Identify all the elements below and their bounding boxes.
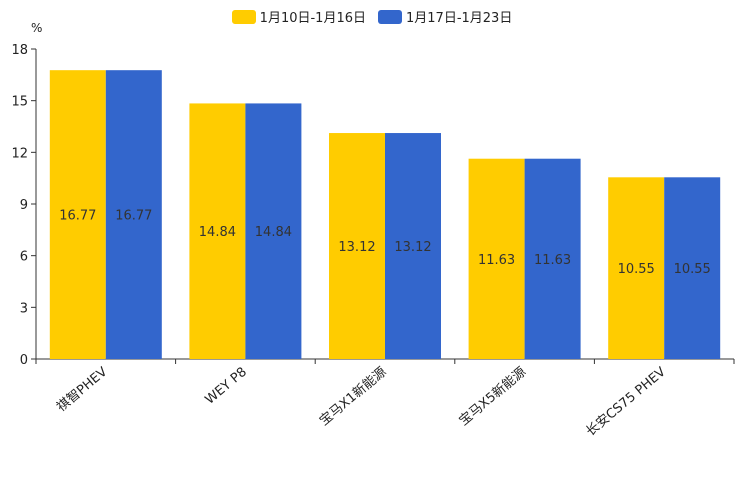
y-tick-label: 15 [11,95,28,110]
bar-series-1 [189,103,246,359]
x-category-label: 长安CS75 PHEV [583,365,668,440]
bar-value-label: 16.77 [115,209,152,224]
bar-series-2 [105,70,162,359]
legend: 1月10日-1月16日 1月17日-1月23日 [0,7,744,26]
legend-item-series-2[interactable]: 1月17日-1月23日 [378,7,512,26]
y-tick-label: 3 [20,301,28,316]
bar-series-1 [608,177,665,359]
x-category-label: 宝马X1新能源 [316,364,389,429]
bar-value-label: 14.84 [199,225,236,240]
legend-swatch-series-2 [378,9,402,24]
bar-series-1 [468,158,525,359]
y-axis-unit-label: % [31,21,43,35]
bar-value-label: 13.12 [338,240,375,255]
bar-series-1 [49,70,106,359]
x-category-label: 宝马X5新能源 [456,364,529,429]
bar-value-label: 11.63 [478,253,515,268]
bar-value-label: 14.84 [255,225,292,240]
bar-series-2 [664,177,721,359]
y-tick-label: 6 [20,250,28,265]
bar-value-label: 13.12 [394,240,431,255]
bar-value-label: 16.77 [59,209,96,224]
legend-swatch-series-1 [231,9,256,24]
bar-series-2 [524,158,581,359]
bar-series-2 [245,103,302,359]
y-tick-label: 0 [20,353,28,368]
y-tick-label: 9 [20,198,28,213]
bar-value-label: 10.55 [674,262,711,277]
y-tick-label: 18 [11,43,28,58]
bar-value-label: 11.63 [534,253,571,268]
x-category-label: 祺智PHEV [54,365,110,416]
y-tick-label: 12 [11,146,28,161]
bar-series-1 [329,133,385,359]
bar-value-label: 10.55 [618,262,655,277]
bar-series-2 [385,133,441,359]
x-category-label: WEY P8 [203,365,250,408]
legend-label-series-2: 1月17日-1月23日 [406,11,513,26]
legend-label-series-1: 1月10日-1月16日 [259,11,366,26]
legend-item-series-1[interactable]: 1月10日-1月16日 [231,7,366,26]
